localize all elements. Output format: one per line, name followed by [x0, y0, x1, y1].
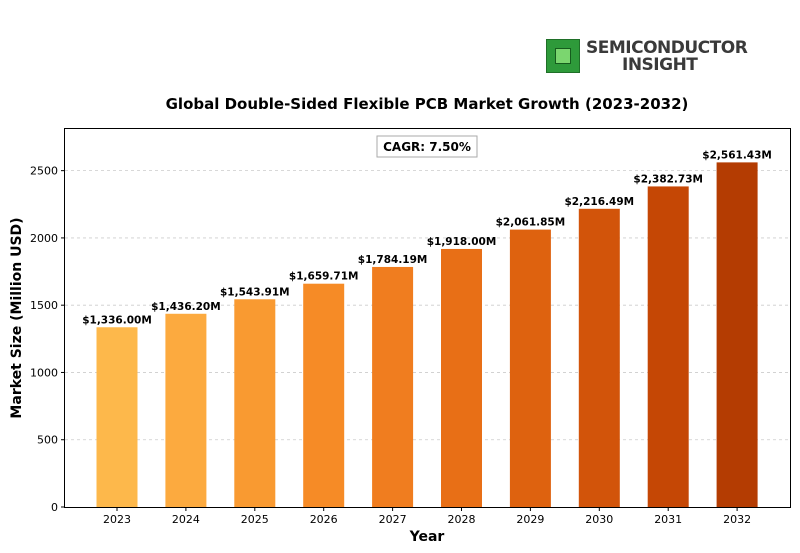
- bar: [441, 248, 482, 507]
- data-label: $2,382.73M: [633, 173, 703, 185]
- bar: [165, 313, 207, 507]
- plot-frame: [64, 128, 791, 508]
- data-label: $1,784.19M: [358, 254, 428, 266]
- bar: [578, 208, 620, 507]
- bars: [96, 162, 758, 508]
- logo-text-line2: INSIGHT: [622, 55, 698, 75]
- y-tick-label: 1000: [30, 366, 58, 379]
- data-label: $2,216.49M: [565, 196, 635, 208]
- x-tick-label: 2030: [585, 513, 613, 526]
- data-label: $1,436.20M: [151, 301, 221, 313]
- data-label: $2,061.85M: [496, 217, 566, 229]
- bar: [647, 186, 689, 507]
- cagr-box: [376, 135, 478, 158]
- y-tick-label: 2500: [30, 165, 58, 178]
- logo-text-line1: SEMICONDUCTOR: [586, 38, 748, 58]
- x-tick-label: 2025: [241, 513, 269, 526]
- data-label: $2,561.43M: [702, 149, 772, 161]
- bar: [372, 266, 414, 507]
- x-tick-label: 2024: [172, 513, 200, 526]
- bar: [234, 299, 276, 507]
- y-axis-label: Market Size (Million USD): [9, 217, 25, 418]
- x-tick-label: 2023: [103, 513, 131, 526]
- cagr-annotation: CAGR: 7.50%: [376, 135, 478, 158]
- data-label: $1,659.71M: [289, 271, 359, 283]
- data-labels: $1,336.00M$1,436.20M $1,543.91M $1,659.71M…: [82, 149, 772, 326]
- chip-icon: [546, 39, 580, 73]
- x-axis: 2023 2024 2025 2026 2027 2028 2029 2030 2031 2032: [103, 507, 751, 526]
- x-tick-label: 2031: [654, 513, 682, 526]
- x-tick-label: 2026: [310, 513, 338, 526]
- y-tick-label: 0: [51, 501, 58, 514]
- data-label: $1,918.00M: [427, 236, 497, 248]
- cagr-text: CAGR: 7.50%: [383, 140, 471, 154]
- bar: [509, 229, 551, 508]
- y-tick-label: 1500: [30, 299, 58, 312]
- x-axis-label: Year: [409, 529, 445, 545]
- data-label: $1,336.00M: [82, 314, 152, 326]
- y-tick-label: 2000: [30, 232, 58, 245]
- data-label: $1,543.91M: [220, 286, 290, 298]
- bar: [96, 327, 138, 507]
- semiconductor-insight-logo: SEMICONDUCTOR INSIGHT: [546, 38, 748, 75]
- chart-title: Global Double-Sided Flexible PCB Market …: [166, 95, 689, 113]
- x-tick-label: 2032: [723, 513, 751, 526]
- y-axis: 0 500 1000 1500 2000 2500: [30, 165, 65, 514]
- y-tick-label: 500: [37, 434, 58, 447]
- x-tick-label: 2028: [448, 513, 476, 526]
- x-tick-label: 2027: [379, 513, 407, 526]
- bar: [716, 162, 758, 507]
- bar: [303, 283, 345, 507]
- x-tick-label: 2029: [516, 513, 544, 526]
